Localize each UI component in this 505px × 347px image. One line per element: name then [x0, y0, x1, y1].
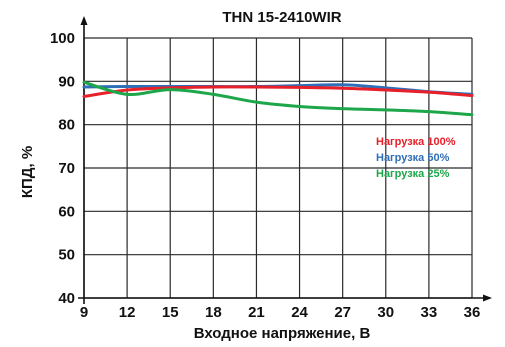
chart-title: THN 15-2410WIR	[222, 9, 341, 26]
legend-entry-1: Нагрузка 100%	[376, 136, 456, 148]
x-tick-label-30: 30	[377, 304, 394, 321]
y-tick-label-80: 80	[58, 117, 75, 134]
x-tick-label-12: 12	[119, 304, 136, 321]
legend: Нагрузка 100% Нагрузка 50% Нагрузка 25%	[376, 136, 456, 180]
x-tick-label-36: 36	[464, 304, 481, 321]
series-line-3	[82, 80, 474, 117]
y-tick-label-100: 100	[50, 30, 75, 47]
y-tick-label-60: 60	[58, 203, 75, 220]
series-line-1	[82, 85, 474, 98]
y-tick-label-70: 70	[58, 160, 75, 177]
x-axis-label: Входное напряжение, В	[194, 325, 371, 342]
x-tick-label-15: 15	[162, 304, 179, 321]
legend-entry-3: Нагрузка 25%	[376, 168, 450, 180]
x-tick-label-24: 24	[291, 304, 308, 321]
x-tick-label-27: 27	[334, 304, 351, 321]
series-layer	[82, 80, 474, 117]
y-tick-label-40: 40	[58, 290, 75, 307]
x-tick-label-18: 18	[205, 304, 222, 321]
legend-entry-2: Нагрузка 50%	[376, 152, 450, 164]
x-tick-label-21: 21	[248, 304, 265, 321]
x-axis-arrow	[483, 294, 492, 302]
x-tick-label-9: 9	[80, 304, 88, 321]
x-tick-label-33: 33	[421, 304, 438, 321]
y-axis-arrow	[80, 16, 88, 25]
axes	[78, 16, 492, 304]
tick-labels: 9 12 15 18 21 24 27 30 33 36 40 50 60 70 80 90 100	[50, 30, 480, 321]
y-tick-label-90: 90	[58, 73, 75, 90]
y-axis-label: КПД, %	[19, 146, 36, 198]
y-tick-label-50: 50	[58, 247, 75, 264]
